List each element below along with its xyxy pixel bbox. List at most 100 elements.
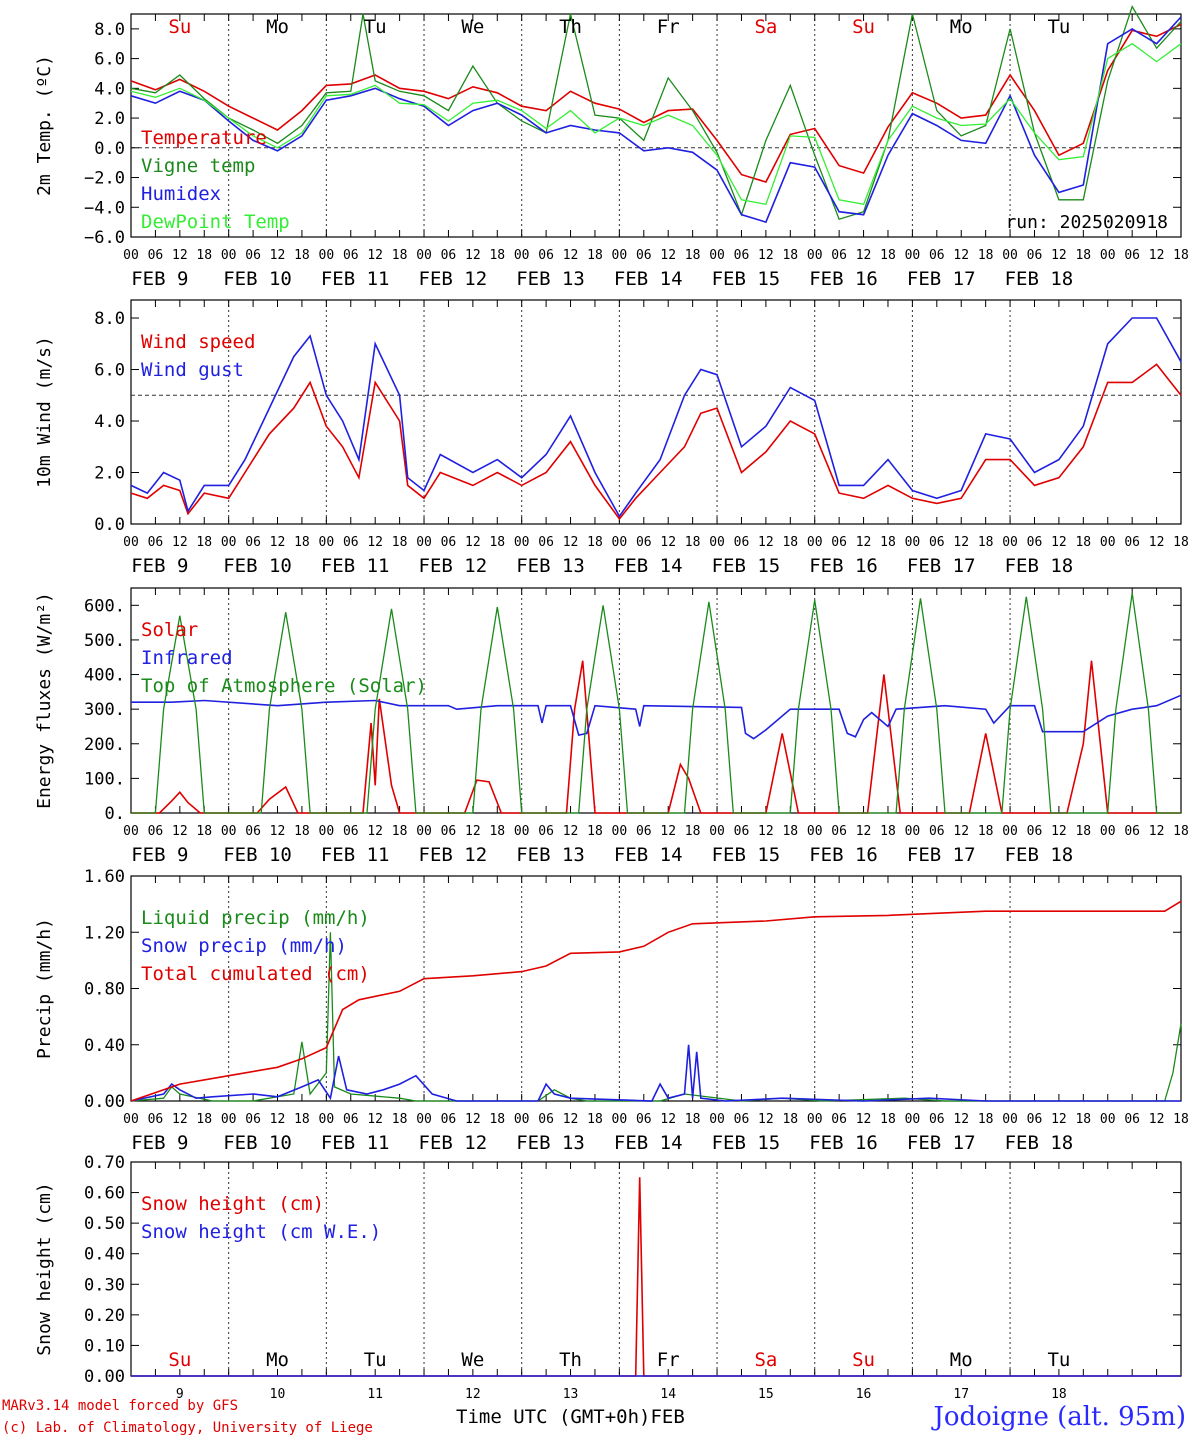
y-tick-label: 8.0 xyxy=(94,309,125,329)
hour-label: 18 xyxy=(294,824,310,839)
weekday-label-bottom: We xyxy=(461,1349,484,1371)
hour-label: 18 xyxy=(489,535,505,550)
day-label: FEB 13 xyxy=(516,1132,585,1154)
hour-label: 06 xyxy=(929,535,945,550)
hour-label: 18 xyxy=(1173,1112,1189,1127)
hour-label: 06 xyxy=(1124,248,1140,263)
hour-label: 00 xyxy=(319,535,335,550)
day-number: 13 xyxy=(563,1387,579,1400)
hour-label: 18 xyxy=(1075,535,1091,550)
day-label: FEB 12 xyxy=(419,1132,488,1154)
day-label: FEB 14 xyxy=(614,555,683,577)
hour-label: 12 xyxy=(172,535,188,550)
day-label: FEB 17 xyxy=(907,844,976,866)
series-line-top-of-atmosphere-solar- xyxy=(131,593,1181,814)
x-axis-label: Time UTC (GMT+0h)FEB xyxy=(456,1406,685,1428)
day-label: FEB 10 xyxy=(223,555,292,577)
hour-label: 12 xyxy=(1051,824,1067,839)
hour-label: 18 xyxy=(978,248,994,263)
hour-label: 18 xyxy=(392,1112,408,1127)
hour-label: 06 xyxy=(636,1112,652,1127)
day-label: FEB 18 xyxy=(1005,1132,1074,1154)
hour-label: 18 xyxy=(1173,824,1189,839)
hour-label: 00 xyxy=(612,535,628,550)
hour-label: 00 xyxy=(514,824,530,839)
hour-label: 00 xyxy=(416,824,432,839)
day-label: FEB 12 xyxy=(419,268,488,290)
hour-label: 00 xyxy=(905,824,921,839)
hour-label: 12 xyxy=(660,535,676,550)
forecast-chart-panels: 8.0 6.0 4.0 2.0 0.0 −2.0 −4.0 −6.0 2m Temp. (ºC)… xyxy=(34,5,1189,1400)
hour-label: 12 xyxy=(1051,1112,1067,1127)
y-tick-label: 1.60 xyxy=(84,867,125,887)
y-tick-label: 2.0 xyxy=(94,109,125,129)
day-label: FEB 17 xyxy=(907,1132,976,1154)
hour-label: 18 xyxy=(392,248,408,263)
hour-label: 12 xyxy=(367,535,383,550)
hour-label: 18 xyxy=(880,824,896,839)
series-line-snow-precip-mm-h- xyxy=(130,1044,1181,1102)
y-tick-label: 6.0 xyxy=(94,361,125,381)
hour-label: 00 xyxy=(221,824,237,839)
hour-label: 12 xyxy=(1149,248,1165,263)
hour-label: 06 xyxy=(831,535,847,550)
hour-label: 12 xyxy=(1051,248,1067,263)
hour-label: 12 xyxy=(270,535,286,550)
day-label: FEB 13 xyxy=(516,268,585,290)
day-number: 16 xyxy=(856,1387,872,1400)
hour-label: 12 xyxy=(660,824,676,839)
hour-label: 06 xyxy=(636,535,652,550)
day-label: FEB 16 xyxy=(809,268,878,290)
hour-label: 12 xyxy=(172,248,188,263)
hour-label: 18 xyxy=(1075,824,1091,839)
day-label: FEB 15 xyxy=(712,1132,781,1154)
hour-label: 00 xyxy=(416,535,432,550)
y-tick-label: −4.0 xyxy=(84,198,125,218)
y-tick-label: 0.20 xyxy=(84,1306,125,1326)
hour-label: 12 xyxy=(856,248,872,263)
day-number: 17 xyxy=(953,1387,969,1400)
hour-label: 18 xyxy=(782,1112,798,1127)
y-tick-label: 0.40 xyxy=(84,1245,125,1265)
day-number: 14 xyxy=(660,1387,676,1400)
hour-label: 12 xyxy=(660,1112,676,1127)
hour-label: 12 xyxy=(465,535,481,550)
hour-label: 06 xyxy=(148,1112,164,1127)
hour-label: 00 xyxy=(807,535,823,550)
day-label: FEB 9 xyxy=(131,555,188,577)
hour-label: 06 xyxy=(538,248,554,263)
hour-label: 00 xyxy=(612,248,628,263)
hour-label: 12 xyxy=(563,535,579,550)
day-label: FEB 16 xyxy=(809,844,878,866)
hour-label: 00 xyxy=(319,1112,335,1127)
hour-label: 18 xyxy=(1173,248,1189,263)
day-number: 10 xyxy=(270,1387,286,1400)
hour-label: 06 xyxy=(343,248,359,263)
y-tick-label: 0.60 xyxy=(84,1184,125,1204)
hour-label: 12 xyxy=(660,248,676,263)
y-axis-label: Snow height (cm) xyxy=(34,1182,55,1355)
y-tick-label: 0.30 xyxy=(84,1275,125,1295)
day-label: FEB 14 xyxy=(614,1132,683,1154)
hour-label: 18 xyxy=(196,248,212,263)
hour-label: 06 xyxy=(929,1112,945,1127)
hour-label: 06 xyxy=(1124,535,1140,550)
hour-label: 18 xyxy=(294,1112,310,1127)
hour-label: 00 xyxy=(807,248,823,263)
hour-label: 06 xyxy=(831,248,847,263)
copyright-credit: (c) Lab. of Climatology, University of L… xyxy=(2,1420,373,1436)
hour-label: 18 xyxy=(1075,1112,1091,1127)
hour-label: 06 xyxy=(441,1112,457,1127)
day-label: FEB 15 xyxy=(712,844,781,866)
y-tick-label: 8.0 xyxy=(94,20,125,40)
hour-label: 12 xyxy=(465,1112,481,1127)
hour-label: 18 xyxy=(489,248,505,263)
weekday-label-bottom: Mo xyxy=(950,1349,973,1371)
hour-label: 18 xyxy=(294,248,310,263)
hour-label: 18 xyxy=(978,1112,994,1127)
y-tick-label: 100. xyxy=(84,769,125,789)
hour-label: 06 xyxy=(1124,1112,1140,1127)
y-tick-label: 0.40 xyxy=(84,1036,125,1056)
hour-label: 12 xyxy=(1051,535,1067,550)
day-label: FEB 12 xyxy=(419,844,488,866)
